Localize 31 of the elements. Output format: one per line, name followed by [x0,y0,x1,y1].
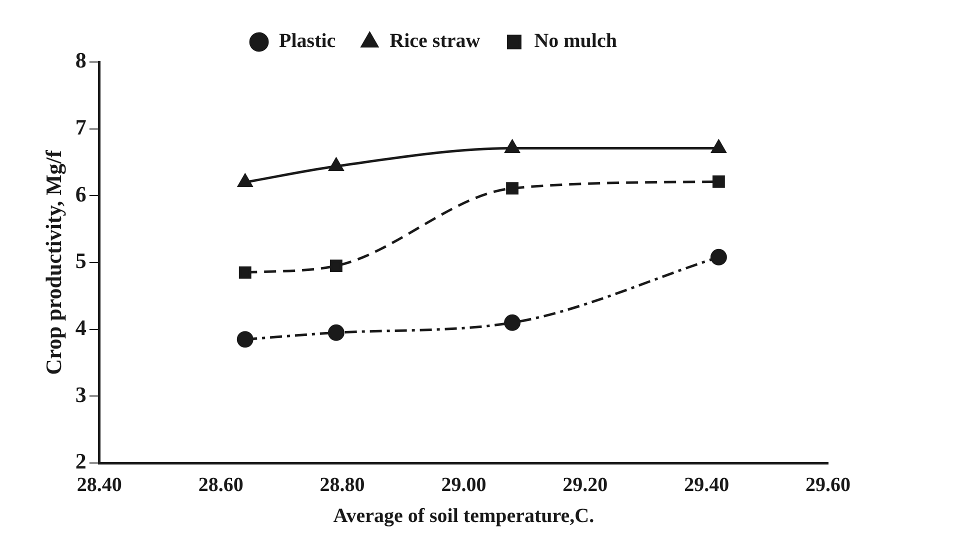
x-tick-label: 29.40 [684,474,730,496]
point [330,260,342,272]
x-tick-label: 29.00 [441,474,486,496]
legend-label: Plastic [279,30,336,52]
legend-label: No mulch [534,30,617,52]
y-tick-label: 3 [75,382,86,407]
y-tick-label: 7 [75,114,86,140]
y-axis-title: Crop productivity, Mg/f [40,149,66,375]
point [328,324,344,341]
x-tick-label: 28.80 [320,474,365,496]
point [506,182,518,195]
point [236,331,254,348]
point [238,174,252,188]
y-tick-label: 2 [75,448,86,474]
y-tick-label: 8 [75,48,86,73]
x-tick-label: 29.20 [562,474,608,496]
x-tick-label: 29.60 [806,474,850,496]
x-tick-label: 28.60 [198,474,244,496]
y-tick-label: 4 [75,315,86,340]
point [711,140,726,153]
x-tick-label: 28.40 [76,474,122,496]
x-axis-title: Average of soil temperature,C. [333,505,594,528]
point [710,248,727,266]
point [712,175,725,188]
legend-label: Rice straw [390,30,481,52]
y-tick-label: 5 [75,248,86,274]
point [238,266,252,279]
point [504,140,520,153]
y-tick-label: 6 [75,181,86,206]
point [328,158,344,172]
point [504,314,521,331]
